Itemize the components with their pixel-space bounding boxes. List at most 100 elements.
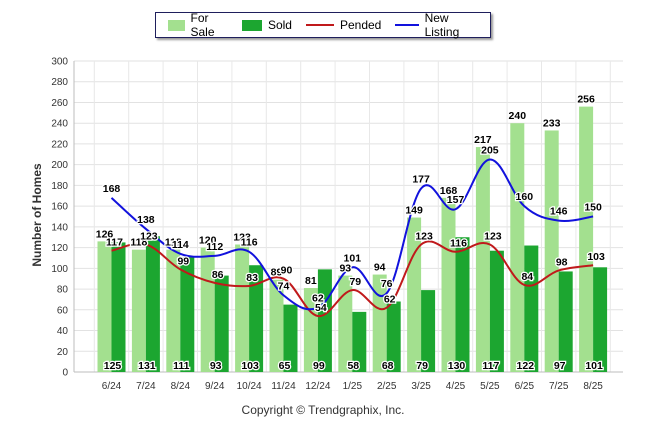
sold-bar bbox=[558, 271, 573, 372]
pended-value-label: 123 bbox=[484, 230, 502, 242]
sold-bar bbox=[455, 237, 470, 372]
y-tick-label: 200 bbox=[51, 160, 68, 171]
x-tick-label: 5/25 bbox=[480, 381, 500, 392]
sold-bar bbox=[421, 290, 436, 372]
new-listing-value-label: 114 bbox=[172, 239, 189, 251]
sold-bar bbox=[352, 311, 367, 372]
for-sale-value-label: 118 bbox=[165, 237, 182, 249]
pended-value-label: 86 bbox=[212, 269, 224, 281]
for-sale-value-label: 94 bbox=[374, 262, 386, 274]
sold-value-label: 122 bbox=[517, 360, 535, 372]
sold-value-label: 131 bbox=[138, 360, 156, 372]
sold-bar bbox=[524, 245, 539, 372]
for-sale-bar bbox=[97, 241, 112, 372]
bars bbox=[97, 106, 608, 372]
y-tick-label: 180 bbox=[51, 181, 68, 192]
pended-value-label: 54 bbox=[315, 302, 327, 314]
sold-value-label: 99 bbox=[313, 360, 325, 372]
pended-value-label: 116 bbox=[450, 238, 467, 250]
x-tick-label: 7/24 bbox=[136, 381, 156, 392]
legend-label-new-listing: New Listing bbox=[424, 11, 460, 39]
pended-value-label: 84 bbox=[521, 271, 533, 283]
legend-item-pended: Pended bbox=[305, 18, 381, 32]
sold-value-label: 65 bbox=[279, 360, 291, 372]
for-sale-bar bbox=[579, 106, 594, 372]
grid bbox=[74, 60, 623, 373]
new-listing-value-label: 146 bbox=[550, 206, 568, 218]
pended-line bbox=[111, 240, 594, 318]
for-sale-bar bbox=[131, 249, 146, 372]
x-tick-label: 9/24 bbox=[205, 381, 225, 392]
for-sale-bar bbox=[338, 275, 353, 372]
y-tick-label: 100 bbox=[51, 264, 68, 275]
sold-bar bbox=[489, 250, 504, 372]
new-listing-value-label: 150 bbox=[584, 202, 602, 214]
pended-value-label: 83 bbox=[246, 272, 258, 284]
for-sale-value-label: 93 bbox=[339, 263, 351, 275]
sold-value-label: 79 bbox=[416, 360, 428, 372]
for-sale-bar bbox=[544, 130, 559, 372]
x-tick-label: 3/25 bbox=[411, 381, 431, 392]
for-sale-bar bbox=[235, 244, 250, 372]
pended-value-label: 103 bbox=[587, 251, 605, 263]
y-tick-label: 0 bbox=[62, 368, 68, 379]
for-sale-bar bbox=[372, 274, 387, 372]
for-sale-bar bbox=[200, 247, 215, 372]
for-sale-value-label: 89 bbox=[271, 267, 283, 279]
for-sale-value-label: 168 bbox=[440, 185, 458, 197]
legend-item-for-sale: For Sale bbox=[168, 11, 228, 39]
pended-value-label: 90 bbox=[281, 265, 293, 277]
sold-bar bbox=[593, 267, 608, 372]
legend-label-sold: Sold bbox=[267, 18, 292, 32]
legend: For Sale Sold Pended New Listing bbox=[155, 11, 491, 39]
x-tick-label: 12/24 bbox=[305, 381, 330, 392]
y-tick-label: 80 bbox=[57, 285, 69, 296]
pended-value-label: 62 bbox=[384, 294, 396, 306]
y-tick-label: 260 bbox=[51, 98, 68, 109]
new-listing-swatch bbox=[395, 24, 419, 26]
for-sale-bar bbox=[475, 147, 490, 372]
new-listing-value-label: 205 bbox=[481, 144, 499, 156]
pended-value-label: 79 bbox=[349, 276, 361, 288]
sold-value-label: 97 bbox=[554, 360, 566, 372]
sold-bar bbox=[283, 304, 298, 372]
sold-bar bbox=[386, 301, 401, 372]
y-tick-label: 160 bbox=[51, 202, 68, 213]
new-listing-value-label: 138 bbox=[137, 214, 155, 226]
sold-bar bbox=[249, 265, 264, 372]
x-tick-label: 10/24 bbox=[237, 381, 262, 392]
x-tick-label: 4/25 bbox=[446, 381, 466, 392]
pended-value-label: 99 bbox=[177, 255, 189, 267]
y-tick-label: 140 bbox=[51, 222, 68, 233]
sold-bar bbox=[180, 256, 195, 372]
y-axis-label: Number of Homes bbox=[30, 163, 44, 267]
new-listing-value-label: 116 bbox=[241, 237, 258, 249]
new-listing-value-label: 74 bbox=[278, 280, 290, 292]
sold-value-label: 58 bbox=[347, 360, 359, 372]
for-sale-bar bbox=[441, 197, 456, 372]
for-sale-value-label: 149 bbox=[405, 205, 423, 217]
sold-value-label: 125 bbox=[104, 360, 122, 372]
y-tick-label: 20 bbox=[57, 347, 69, 358]
sold-bar bbox=[111, 242, 126, 372]
new-listing-value-label: 62 bbox=[312, 293, 324, 305]
y-tick-label: 220 bbox=[51, 139, 68, 150]
x-tick-label: 11/24 bbox=[271, 381, 296, 392]
sold-value-label: 68 bbox=[382, 360, 394, 372]
sold-value-label: 101 bbox=[585, 360, 603, 372]
x-tick-label: 6/24 bbox=[102, 381, 122, 392]
y-tick-label: 280 bbox=[51, 77, 68, 88]
sold-value-label: 103 bbox=[241, 360, 259, 372]
for-sale-value-label: 118 bbox=[130, 237, 147, 249]
for-sale-swatch bbox=[168, 19, 185, 31]
lines bbox=[110, 158, 594, 318]
new-listing-value-label: 101 bbox=[344, 252, 362, 264]
sold-bar bbox=[317, 269, 332, 372]
pended-value-label: 117 bbox=[106, 237, 123, 249]
sold-bar bbox=[145, 236, 160, 372]
legend-item-sold: Sold bbox=[241, 18, 292, 32]
for-sale-value-label: 256 bbox=[577, 94, 595, 106]
new-listing-value-label: 168 bbox=[103, 183, 121, 195]
legend-item-new-listing: New Listing bbox=[395, 11, 476, 39]
